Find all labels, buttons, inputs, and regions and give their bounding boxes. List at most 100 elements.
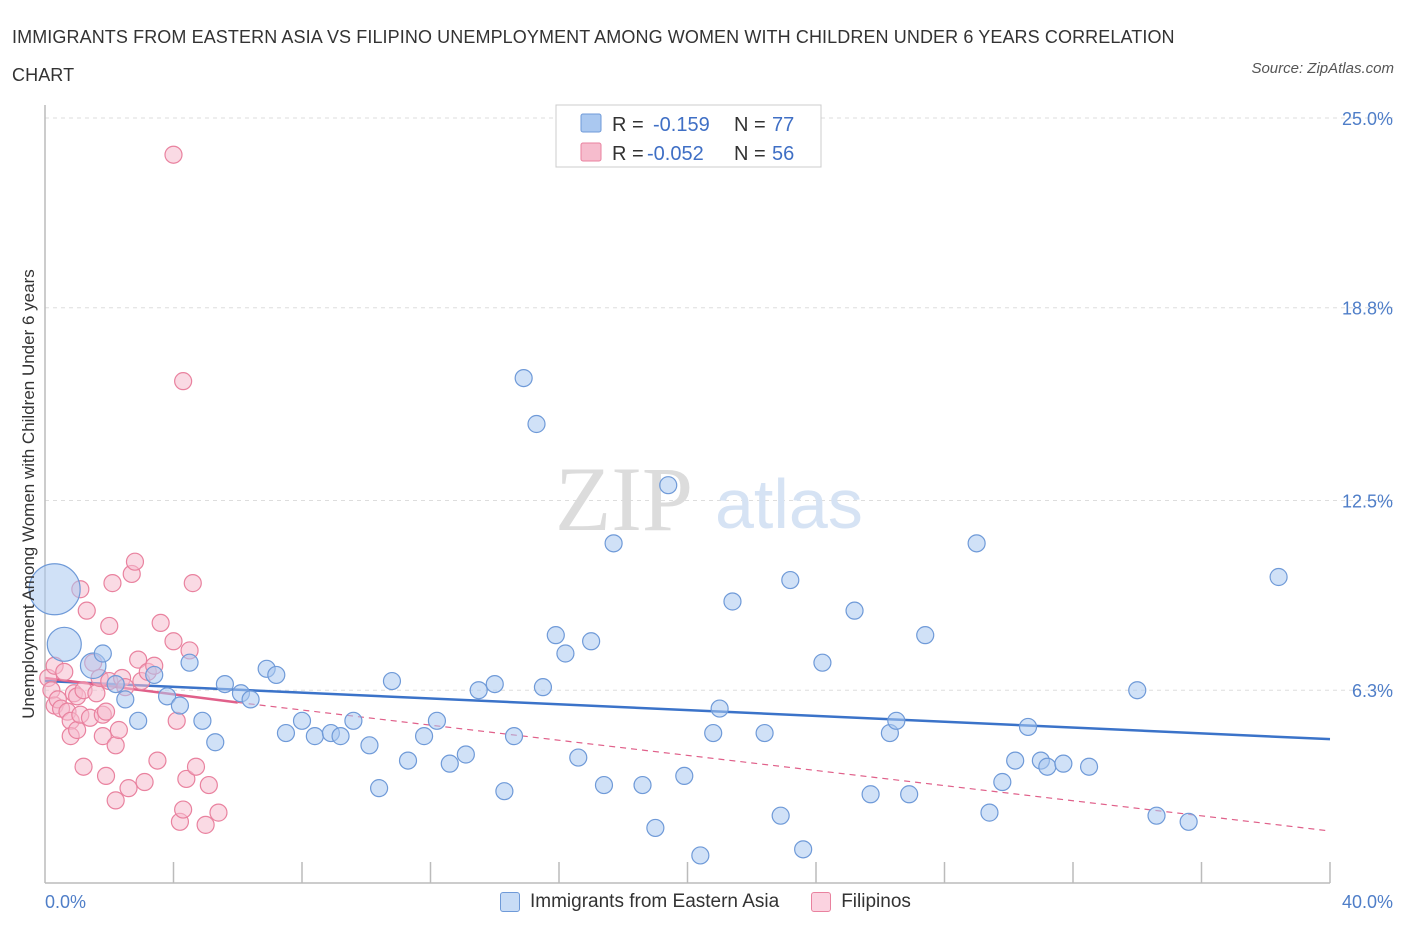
data-point-eastern-asia — [582, 632, 601, 651]
data-point-eastern-asia — [1079, 757, 1099, 776]
data-point-eastern-asia — [1006, 751, 1025, 770]
legend-n-value-pink: 56 — [772, 143, 794, 165]
data-point-eastern-asia — [427, 711, 447, 730]
data-point-filipinos — [96, 702, 116, 721]
data-point-eastern-asia — [28, 563, 81, 616]
y-tick-label: 12.5% — [1342, 492, 1393, 512]
data-point-filipinos — [129, 650, 148, 669]
data-point-filipinos — [196, 815, 215, 834]
data-point-filipinos — [100, 616, 119, 636]
y-tick-label: 25.0% — [1342, 109, 1393, 129]
data-point-eastern-asia — [267, 665, 286, 685]
chart-title: IMMIGRANTS FROM EASTERN ASIA VS FILIPINO… — [12, 27, 1175, 85]
data-point-filipinos — [93, 727, 112, 746]
data-point-eastern-asia — [1018, 717, 1038, 737]
data-point-eastern-asia — [469, 681, 488, 700]
bottom-legend-item-eastern-asia[interactable]: Immigrants from Eastern Asia — [500, 891, 779, 913]
data-point-eastern-asia — [633, 775, 652, 795]
data-point-eastern-asia — [1054, 754, 1073, 773]
y-tick-label: 6.3% — [1352, 681, 1393, 701]
data-point-filipinos — [183, 574, 202, 593]
data-point-eastern-asia — [46, 626, 82, 662]
data-point-eastern-asia — [157, 687, 177, 706]
data-point-eastern-asia — [440, 754, 459, 773]
data-point-eastern-asia — [398, 751, 418, 770]
data-point-filipinos — [186, 757, 206, 776]
data-point-eastern-asia — [456, 745, 475, 764]
watermark-atlas: atlas — [715, 465, 863, 543]
data-point-eastern-asia — [1038, 757, 1057, 776]
data-point-eastern-asia — [569, 748, 588, 767]
data-point-eastern-asia — [1179, 812, 1198, 831]
data-point-eastern-asia — [556, 644, 575, 663]
data-point-eastern-asia — [887, 711, 906, 730]
data-point-eastern-asia — [546, 626, 565, 645]
series-eastern-asia — [28, 369, 1288, 865]
data-point-eastern-asia — [382, 671, 402, 691]
bottom-legend-label-filipinos: Filipinos — [841, 891, 911, 912]
data-point-eastern-asia — [360, 736, 379, 755]
data-point-eastern-asia — [116, 690, 135, 709]
data-point-eastern-asia — [675, 766, 694, 786]
data-point-eastern-asia — [723, 592, 742, 611]
data-point-filipinos — [167, 711, 186, 730]
data-point-filipinos — [177, 769, 196, 789]
legend-n-label-blue: N = — [734, 114, 766, 136]
data-point-eastern-asia — [594, 775, 614, 795]
data-point-eastern-asia — [794, 840, 813, 859]
data-point-filipinos — [106, 736, 125, 755]
data-point-eastern-asia — [659, 476, 678, 495]
bottom-legend: Immigrants from Eastern Asia Filipinos — [500, 888, 943, 916]
data-point-filipinos — [148, 751, 167, 770]
data-point-eastern-asia — [344, 711, 363, 730]
data-point-eastern-asia — [533, 678, 553, 697]
legend-r-value-pink: -0.052 — [647, 143, 704, 165]
data-point-filipinos — [77, 601, 96, 620]
data-point-eastern-asia — [993, 772, 1012, 792]
trend-line-eastern-asia — [44, 679, 1331, 741]
data-point-eastern-asia — [771, 806, 790, 825]
data-point-eastern-asia — [129, 711, 148, 730]
data-point-eastern-asia — [305, 727, 324, 746]
bottom-legend-swatch-pink — [811, 892, 832, 912]
data-point-filipinos — [106, 791, 125, 810]
data-point-eastern-asia — [604, 534, 623, 553]
data-point-filipinos — [55, 662, 74, 681]
bottom-legend-label-eastern-asia: Immigrants from Eastern Asia — [530, 891, 780, 912]
legend-swatch-blue — [580, 113, 602, 133]
data-point-eastern-asia — [215, 674, 234, 694]
data-point-eastern-asia — [206, 733, 225, 752]
x-tick-label-min: 0.0% — [45, 892, 86, 912]
legend-n-label-pink: N = — [734, 143, 766, 165]
data-point-eastern-asia — [1147, 806, 1166, 825]
data-point-eastern-asia — [813, 653, 832, 672]
data-point-eastern-asia — [241, 690, 260, 709]
data-point-eastern-asia — [1269, 567, 1288, 587]
data-point-eastern-asia — [414, 727, 434, 746]
data-point-eastern-asia — [781, 570, 800, 590]
data-point-eastern-asia — [755, 723, 774, 743]
data-point-eastern-asia — [916, 626, 935, 645]
data-point-filipinos — [209, 803, 228, 822]
data-point-eastern-asia — [710, 699, 729, 718]
data-point-eastern-asia — [331, 727, 350, 746]
source-label: Source: ZipAtlas.com — [1251, 60, 1394, 77]
data-point-filipinos — [135, 772, 154, 792]
trend-line-filipinos-extension — [237, 701, 1331, 832]
data-point-eastern-asia — [980, 803, 999, 822]
data-point-filipinos — [96, 766, 116, 786]
data-point-eastern-asia — [861, 785, 880, 804]
bottom-legend-item-filipinos[interactable]: Filipinos — [811, 891, 911, 913]
data-point-eastern-asia — [646, 818, 665, 838]
data-point-filipinos — [174, 372, 193, 391]
data-point-eastern-asia — [1128, 681, 1147, 700]
data-point-eastern-asia — [967, 534, 986, 553]
data-point-filipinos — [164, 632, 183, 651]
legend-n-value-blue: 77 — [772, 114, 794, 136]
data-point-eastern-asia — [292, 711, 312, 730]
data-point-eastern-asia — [276, 723, 296, 743]
data-point-eastern-asia — [495, 782, 514, 801]
bottom-legend-swatch-blue — [500, 892, 520, 912]
legend-r-label-pink: R = — [612, 143, 644, 165]
